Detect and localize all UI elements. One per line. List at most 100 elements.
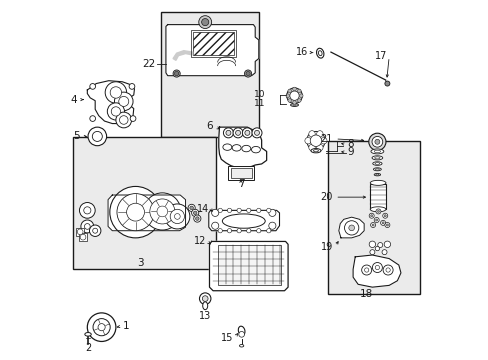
- Circle shape: [306, 131, 325, 150]
- Circle shape: [287, 99, 291, 102]
- Text: 2: 2: [85, 343, 91, 353]
- Circle shape: [80, 234, 86, 240]
- Bar: [79, 233, 87, 242]
- Circle shape: [384, 215, 386, 217]
- Circle shape: [105, 82, 126, 103]
- Circle shape: [235, 130, 240, 135]
- Polygon shape: [108, 195, 185, 231]
- Circle shape: [84, 224, 90, 229]
- Circle shape: [308, 144, 315, 151]
- Circle shape: [289, 91, 299, 100]
- Circle shape: [233, 128, 243, 138]
- Circle shape: [87, 313, 116, 342]
- Ellipse shape: [251, 147, 260, 153]
- Ellipse shape: [370, 149, 383, 154]
- Circle shape: [98, 324, 105, 331]
- Circle shape: [292, 101, 296, 104]
- Circle shape: [377, 210, 379, 212]
- Ellipse shape: [373, 168, 381, 171]
- Circle shape: [90, 84, 95, 89]
- Text: 7: 7: [237, 179, 244, 189]
- Text: 19: 19: [320, 242, 332, 252]
- Circle shape: [126, 203, 144, 221]
- Circle shape: [174, 71, 179, 76]
- Ellipse shape: [239, 345, 244, 347]
- Bar: [228, 166, 254, 180]
- Circle shape: [371, 136, 382, 147]
- Circle shape: [237, 208, 241, 212]
- Text: 17: 17: [374, 51, 386, 61]
- Circle shape: [199, 293, 210, 304]
- Circle shape: [373, 217, 378, 222]
- Circle shape: [266, 229, 270, 233]
- Text: 11: 11: [253, 99, 264, 108]
- Circle shape: [77, 229, 83, 235]
- Circle shape: [309, 135, 321, 147]
- Circle shape: [371, 224, 373, 226]
- Bar: [217, 246, 281, 285]
- Circle shape: [256, 229, 261, 233]
- Circle shape: [80, 203, 95, 218]
- Bar: [190, 30, 235, 57]
- Circle shape: [384, 241, 390, 248]
- Text: 22: 22: [142, 59, 155, 69]
- Text: 5: 5: [73, 131, 80, 141]
- Circle shape: [316, 144, 323, 151]
- Circle shape: [129, 84, 135, 89]
- Circle shape: [384, 81, 389, 86]
- Circle shape: [268, 209, 275, 216]
- Ellipse shape: [84, 333, 91, 336]
- Ellipse shape: [203, 302, 207, 310]
- Ellipse shape: [232, 145, 241, 151]
- Ellipse shape: [374, 163, 379, 165]
- Circle shape: [191, 209, 198, 216]
- Circle shape: [368, 241, 375, 248]
- Text: 18: 18: [359, 289, 372, 299]
- Circle shape: [237, 229, 241, 233]
- Text: 12: 12: [193, 236, 205, 246]
- Ellipse shape: [223, 144, 231, 150]
- Ellipse shape: [310, 149, 320, 153]
- Ellipse shape: [369, 180, 385, 185]
- Circle shape: [244, 70, 251, 77]
- Polygon shape: [173, 51, 192, 60]
- Circle shape: [380, 220, 385, 225]
- Circle shape: [375, 219, 377, 221]
- Circle shape: [382, 265, 392, 275]
- Bar: [160, 12, 258, 137]
- Circle shape: [149, 199, 175, 224]
- Circle shape: [202, 296, 207, 301]
- Text: 20: 20: [320, 192, 332, 202]
- Circle shape: [188, 204, 195, 211]
- Circle shape: [372, 262, 382, 273]
- Circle shape: [116, 112, 131, 128]
- Circle shape: [110, 87, 122, 98]
- Circle shape: [242, 128, 252, 138]
- Circle shape: [285, 94, 289, 98]
- Ellipse shape: [375, 168, 379, 170]
- Circle shape: [361, 265, 371, 275]
- Text: 10: 10: [253, 90, 264, 99]
- Ellipse shape: [373, 150, 380, 153]
- Circle shape: [193, 211, 197, 215]
- Ellipse shape: [369, 207, 385, 212]
- Polygon shape: [208, 210, 279, 231]
- Circle shape: [89, 225, 101, 237]
- Circle shape: [83, 207, 91, 214]
- Bar: [73, 137, 216, 269]
- Circle shape: [238, 332, 244, 337]
- Circle shape: [374, 265, 379, 270]
- Circle shape: [320, 138, 326, 144]
- Circle shape: [117, 194, 154, 231]
- Circle shape: [88, 127, 106, 146]
- Circle shape: [370, 215, 372, 217]
- Circle shape: [218, 229, 222, 233]
- Circle shape: [170, 209, 184, 224]
- Bar: [369, 184, 385, 209]
- Ellipse shape: [373, 174, 380, 176]
- Ellipse shape: [222, 214, 264, 228]
- Circle shape: [211, 222, 218, 229]
- Polygon shape: [352, 255, 400, 287]
- Circle shape: [374, 247, 379, 251]
- Circle shape: [374, 139, 379, 144]
